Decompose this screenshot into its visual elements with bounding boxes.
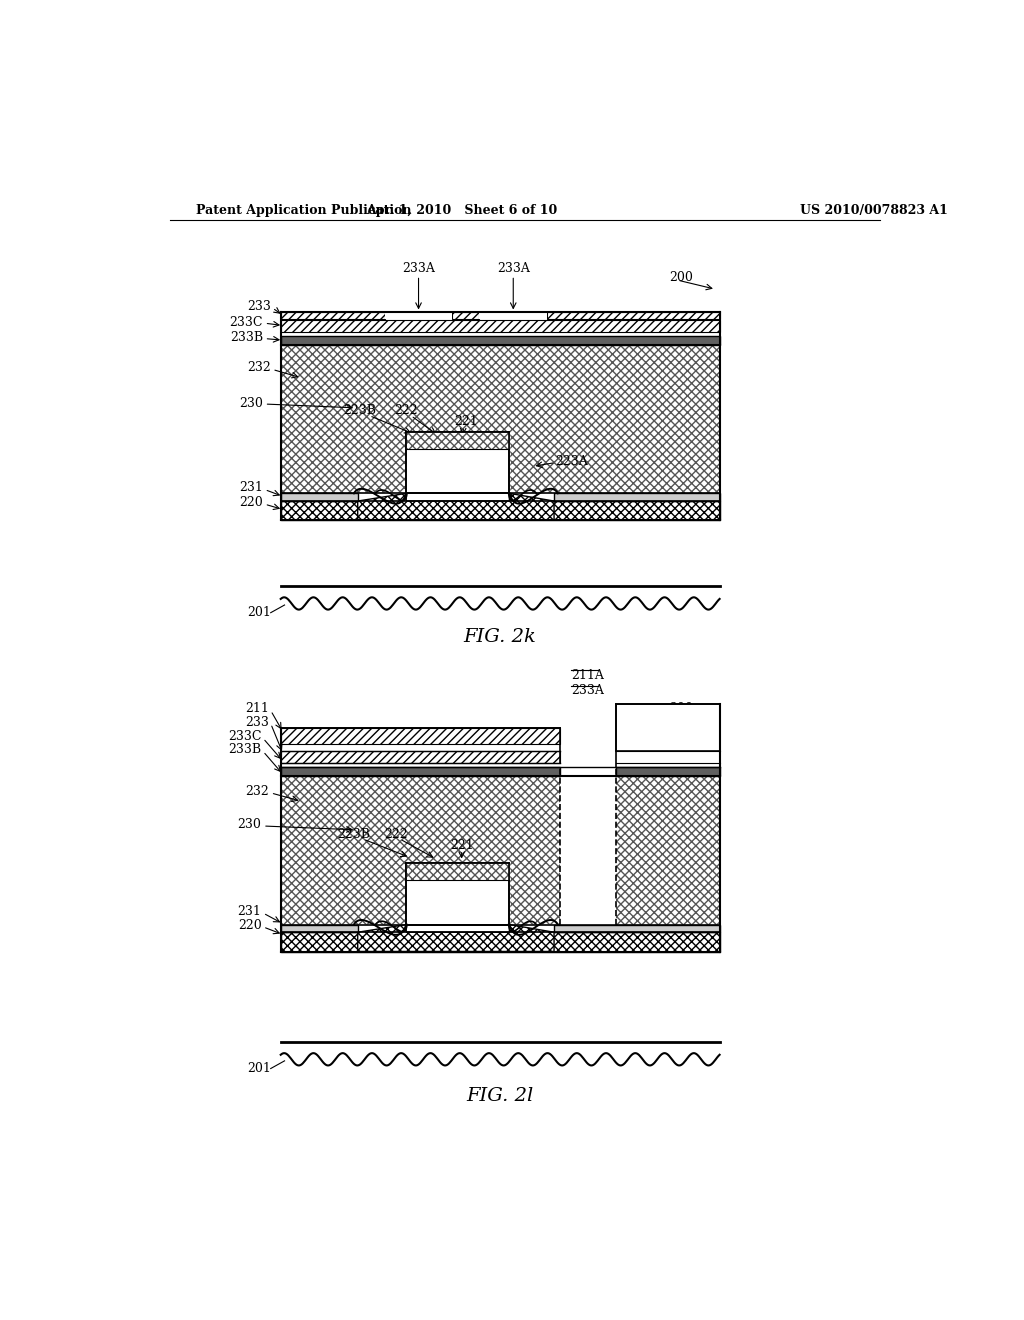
Bar [281,321,720,331]
Bar [407,432,509,449]
Bar [281,751,560,763]
Text: 220: 220 [238,919,261,932]
Text: 221: 221 [454,416,478,428]
Bar [281,502,720,520]
Bar [615,767,720,776]
Bar [453,313,479,318]
Polygon shape [357,924,554,952]
Text: 232: 232 [246,785,269,797]
Text: 233C: 233C [229,315,263,329]
Text: 233: 233 [246,715,269,729]
Text: 221: 221 [451,838,474,851]
Text: 233A: 233A [402,261,435,275]
Polygon shape [353,432,559,494]
Bar [547,313,720,318]
Text: 231: 231 [238,906,261,917]
Text: 231: 231 [240,482,263,495]
Text: 222: 222 [384,828,408,841]
Text: 201: 201 [247,1063,270,1074]
Bar [385,313,453,318]
Bar [615,704,720,751]
Text: 233B: 233B [229,331,263,345]
Bar [407,863,509,880]
Bar [281,345,720,494]
Text: 200: 200 [670,702,693,715]
Bar [281,932,720,952]
Bar [281,767,560,776]
Text: 230: 230 [240,397,263,409]
Text: 223B: 223B [343,404,377,417]
Bar [281,924,357,932]
Polygon shape [357,494,554,520]
Text: 233: 233 [247,300,270,313]
Text: 230: 230 [238,818,261,832]
Bar [407,863,509,924]
Text: FIG. 2k: FIG. 2k [464,628,537,647]
Bar [281,335,720,345]
Text: 222: 222 [394,404,418,417]
Bar [281,729,560,743]
Text: 200: 200 [670,271,693,284]
Bar [407,432,509,494]
Bar [281,494,357,502]
Text: 201: 201 [247,606,270,619]
Text: 233C: 233C [228,730,261,743]
Bar [554,494,720,502]
Text: Patent Application Publication: Patent Application Publication [196,205,412,218]
Bar [560,767,615,924]
Text: US 2010/0078823 A1: US 2010/0078823 A1 [801,205,948,218]
Text: 220: 220 [240,496,263,510]
Bar [281,776,720,924]
Text: 233A: 233A [571,684,604,697]
Bar [554,924,720,932]
Text: 232: 232 [247,362,270,375]
Text: Apr. 1, 2010   Sheet 6 of 10: Apr. 1, 2010 Sheet 6 of 10 [366,205,557,218]
Bar [281,313,385,318]
Text: 223A: 223A [556,454,589,467]
Text: 211: 211 [246,702,269,715]
Text: 233B: 233B [228,743,261,756]
Polygon shape [353,863,559,924]
Text: FIG. 2l: FIG. 2l [467,1088,534,1105]
Text: 211A: 211A [571,668,604,681]
Text: 223B: 223B [337,828,371,841]
Bar [479,313,547,318]
Text: 233A: 233A [497,261,529,275]
